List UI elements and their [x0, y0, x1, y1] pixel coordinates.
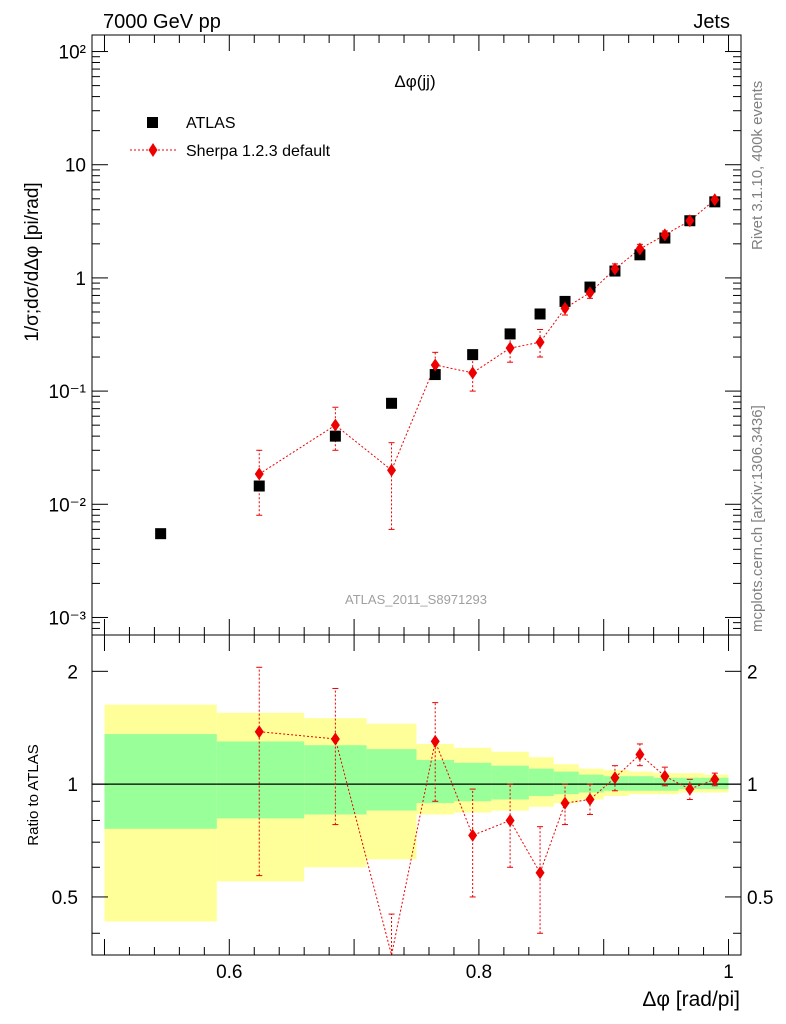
side-text-bottom: mcplots.cern.ch [arXiv:1306.3436] [749, 405, 766, 632]
sherpa-point [635, 242, 645, 256]
atlas-point [504, 328, 516, 340]
green-band [603, 776, 629, 791]
y-tick-label: 10⁻² [49, 495, 87, 516]
atlas-point [559, 295, 571, 307]
sherpa-point [710, 193, 720, 207]
ratio-y-tick-label: 1 [67, 775, 78, 796]
atlas-point [467, 349, 479, 361]
ratio-plot-area [92, 666, 741, 956]
legend-label-atlas: ATLAS [186, 115, 236, 132]
legend: ATLAS Sherpa 1.2.3 default [130, 115, 331, 160]
ratio-point [535, 866, 545, 880]
ratio-axes: 0.5 0.5 1 1 2 2 0.6 0.8 1 [52, 635, 773, 983]
main-title: Δφ(jj) [394, 72, 435, 91]
green-band [628, 776, 654, 791]
x-tick-label: 1 [723, 962, 734, 983]
ratio-point [610, 771, 620, 785]
sherpa-point [685, 214, 695, 228]
green-band [366, 749, 417, 811]
y-tick-label: 10 [65, 156, 86, 177]
y-tick-label: 10² [59, 43, 86, 64]
side-text-top: Rivet 3.1.10, 400k events [749, 81, 766, 250]
main-panel: 10⁻³ 10⁻² 10⁻¹ 1 10 10² Δφ(jj) ATLAS_2011_S89… [22, 34, 742, 636]
sherpa-point [505, 341, 515, 355]
sherpa-point [535, 335, 545, 349]
sherpa-point [610, 262, 620, 276]
ratio-panel: 0.5 0.5 1 1 2 2 0.6 0.8 1 Ratio to ATLAS Δφ [rad… [25, 634, 773, 1011]
header-left: 7000 GeV pp [103, 11, 221, 33]
ratio-point [685, 782, 695, 796]
legend-marker-atlas [147, 117, 158, 128]
legend-marker-sherpa [148, 143, 158, 157]
ratio-y-tick-label-right: 1 [747, 775, 758, 796]
y-tick-label: 10⁻³ [49, 608, 87, 629]
ratio-point [505, 813, 515, 827]
ratio-point [635, 747, 645, 761]
xlabel: Δφ [rad/pi] [642, 988, 740, 1011]
ratio-y-tick-label: 0.5 [52, 888, 78, 909]
green-band [104, 734, 217, 829]
ratio-point [585, 792, 595, 806]
ratio-y-tick-label-right: 2 [747, 662, 758, 683]
green-band [453, 762, 492, 802]
atlas-point [429, 369, 441, 381]
watermark: ATLAS_2011_S8971293 [345, 592, 487, 607]
ratio-ylabel: Ratio to ATLAS [25, 744, 42, 845]
sherpa-point [254, 467, 264, 481]
ratio-point [710, 772, 720, 786]
green-band [678, 777, 704, 790]
ratio-point [660, 769, 670, 783]
ratio-y-tick-label: 2 [67, 662, 78, 683]
sherpa-point [468, 366, 478, 380]
header-right: Jets [693, 11, 730, 33]
ratio-frame [91, 634, 742, 956]
ratio-point [468, 828, 478, 842]
x-tick-label: 0.6 [216, 962, 242, 983]
ratio-point [330, 732, 340, 746]
green-band [553, 771, 579, 795]
y-tick-label: 10⁻¹ [49, 382, 87, 403]
main-ylabel: 1/σ;dσ/dΔφ [pi/rad] [22, 182, 43, 341]
ratio-y-tick-label-right: 0.5 [747, 888, 773, 909]
ratio-point [560, 796, 570, 810]
green-band [216, 741, 305, 819]
main-axes: 10⁻³ 10⁻² 10⁻¹ 1 10 10² [49, 35, 741, 636]
sherpa-point [585, 286, 595, 300]
atlas-point [534, 308, 546, 320]
sherpa-point [560, 301, 570, 315]
ratio-point [430, 734, 440, 748]
sherpa-line [258, 199, 716, 475]
atlas-point [386, 397, 398, 409]
x-tick-label: 0.8 [466, 962, 492, 983]
green-band [528, 768, 554, 796]
atlas-point [253, 480, 265, 492]
y-tick-label: 1 [75, 269, 86, 290]
sherpa-point [430, 358, 440, 372]
sherpa-point [660, 228, 670, 242]
legend-label-sherpa: Sherpa 1.2.3 default [186, 143, 331, 160]
sherpa-point [330, 418, 340, 432]
atlas-point [329, 430, 341, 442]
main-plot-area [155, 193, 721, 540]
ratio-line [259, 731, 715, 956]
sherpa-point [387, 463, 397, 477]
atlas-point [155, 528, 167, 540]
ratio-point [254, 725, 264, 739]
